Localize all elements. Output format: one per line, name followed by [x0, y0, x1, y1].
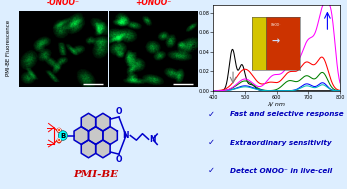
Polygon shape: [88, 127, 103, 144]
Text: B: B: [60, 132, 66, 139]
Text: ✓: ✓: [208, 166, 214, 175]
FancyBboxPatch shape: [266, 6, 311, 82]
Text: Fast and selective response: Fast and selective response: [230, 111, 343, 117]
Text: ✓: ✓: [208, 138, 214, 147]
Polygon shape: [81, 140, 96, 158]
Circle shape: [57, 128, 61, 133]
Text: O: O: [57, 138, 61, 143]
Polygon shape: [96, 113, 110, 131]
Polygon shape: [74, 127, 88, 144]
Circle shape: [57, 138, 61, 143]
Polygon shape: [103, 127, 117, 144]
Text: O: O: [57, 128, 61, 133]
Polygon shape: [81, 113, 96, 131]
X-axis label: λ/ nm: λ/ nm: [268, 101, 286, 106]
Circle shape: [58, 131, 67, 140]
Text: +ONOO⁻: +ONOO⁻: [135, 0, 172, 7]
Text: O: O: [116, 107, 122, 116]
Text: Extraordinary sensitivity: Extraordinary sensitivity: [230, 139, 331, 146]
Text: PMI-BE Fluorescence: PMI-BE Fluorescence: [6, 20, 11, 76]
Text: Detect ONOO⁻ in live-cell: Detect ONOO⁻ in live-cell: [230, 168, 332, 174]
Y-axis label: Abs.: Abs.: [192, 41, 197, 54]
Text: ONOO⁻: ONOO⁻: [271, 23, 281, 27]
Text: -ONOO⁻: -ONOO⁻: [47, 0, 80, 7]
Polygon shape: [96, 140, 110, 158]
Text: O: O: [116, 155, 122, 164]
Text: →: →: [272, 36, 280, 46]
Text: N: N: [150, 135, 156, 144]
Text: ✓: ✓: [208, 110, 214, 119]
Text: N: N: [123, 131, 129, 140]
Text: PMI-BE: PMI-BE: [73, 170, 118, 180]
FancyBboxPatch shape: [240, 6, 285, 82]
